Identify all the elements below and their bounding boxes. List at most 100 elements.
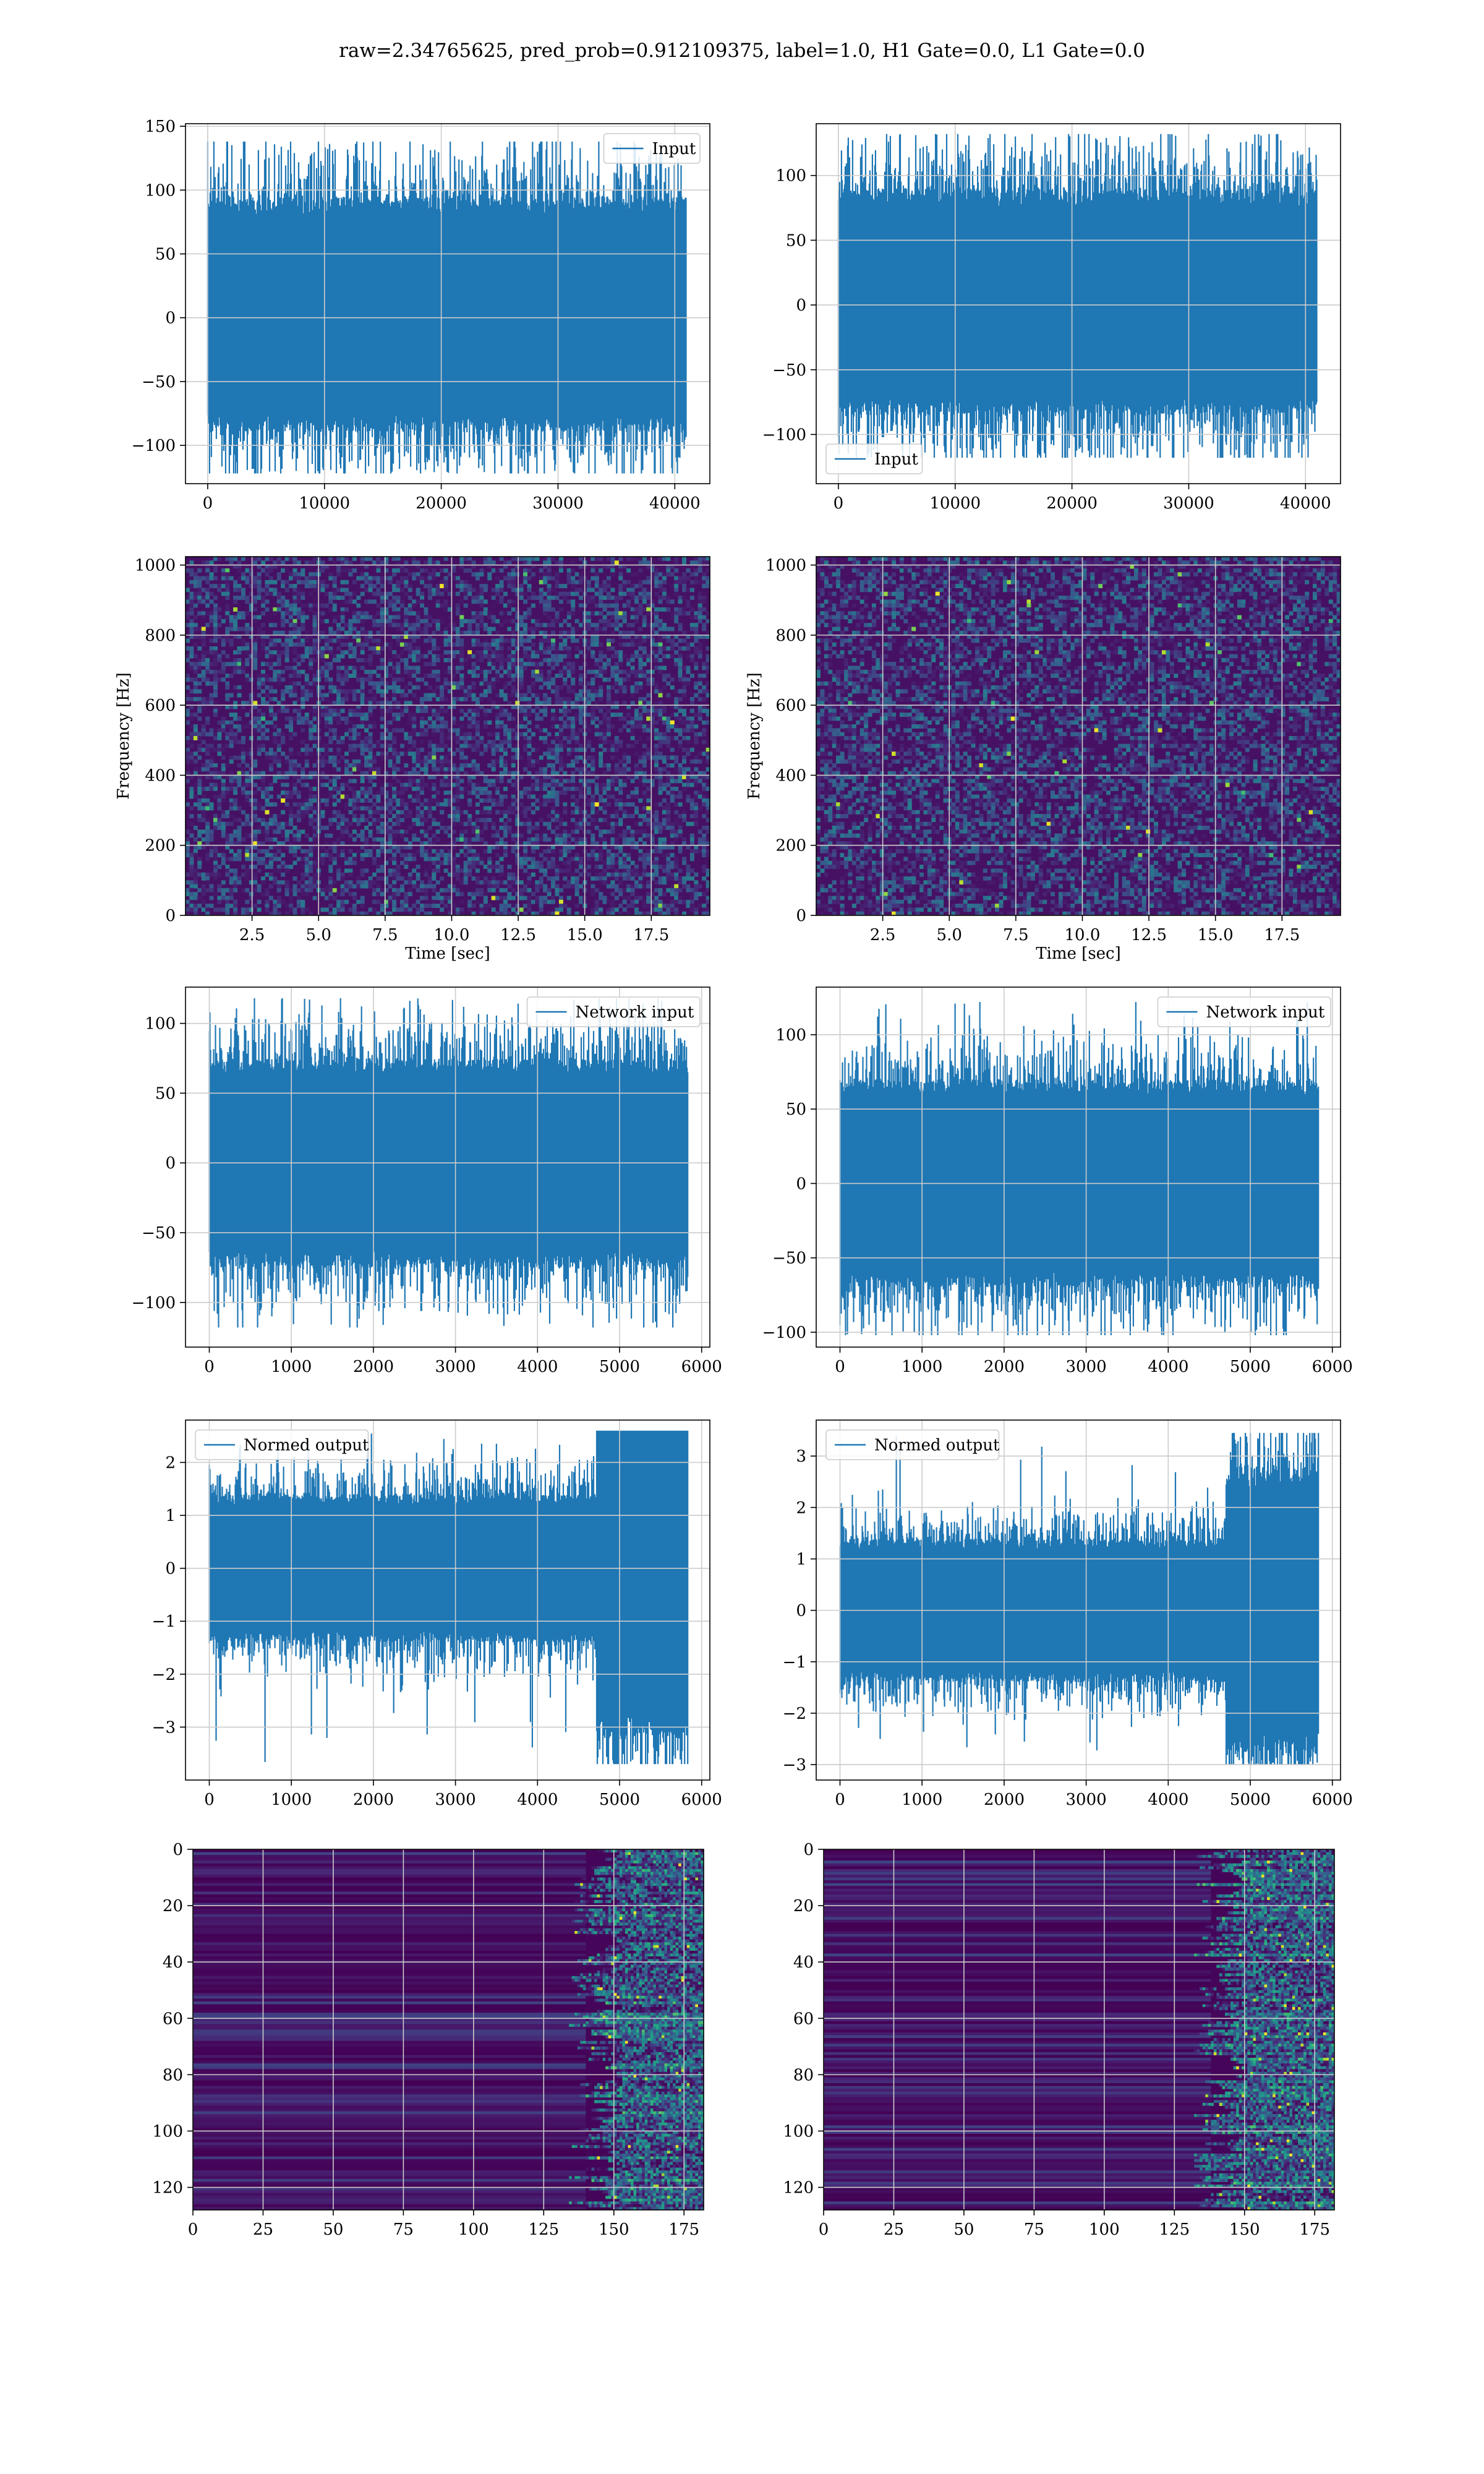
h1-spectrogram-cell <box>591 696 595 701</box>
h1-spectrogram-cell <box>706 669 710 674</box>
h1-spectrogram-cell <box>448 681 453 686</box>
h1-spectrogram-cell <box>304 720 309 725</box>
h1-spectrogram-cell <box>289 767 294 772</box>
h1-spectrogram-cell <box>614 618 619 623</box>
h1-spectrogram-cell <box>320 611 325 616</box>
h1-spectrogram-cell <box>336 646 341 651</box>
h1-spectrogram-cell <box>558 763 563 768</box>
h1-spectrogram-cell <box>253 615 258 620</box>
h1-spectrogram-cell <box>558 696 563 701</box>
h1-spectrogram-cell <box>257 635 262 639</box>
h1-spectrogram-cell <box>503 638 508 643</box>
h1-spectrogram-cell <box>221 826 226 830</box>
h1-spectrogram-cell <box>249 751 254 756</box>
h1-spectrogram-cell <box>221 763 226 768</box>
h1-spectrogram-cell <box>197 635 202 639</box>
h1-spectrogram-cell <box>579 650 584 655</box>
h1-spectrogram-cell <box>328 635 333 639</box>
h1-spectrogram-cell <box>555 802 560 807</box>
h1-spectrogram-cell <box>364 806 369 811</box>
h1-spectrogram-cell <box>467 763 472 768</box>
h1-spectrogram-cell <box>599 611 603 616</box>
h1-spectrogram-cell <box>547 568 552 573</box>
h1-spectrogram-cell <box>638 607 643 612</box>
h1-spectrogram-cell <box>257 674 262 678</box>
h1-spectrogram-cell <box>491 759 496 764</box>
h1-spectrogram-cell <box>467 775 472 779</box>
h1-spectrogram-cell <box>487 790 492 795</box>
h1-spectrogram-cell <box>610 638 615 643</box>
h1-spectrogram-cell <box>586 611 591 616</box>
l1-input-ytick-label: 50 <box>786 231 806 250</box>
h1-spectrogram-cell <box>301 638 305 643</box>
h1-spectrogram-cell <box>448 732 453 737</box>
h1-spectrogram-cell <box>479 588 484 593</box>
h1-spectrogram-cell <box>455 798 460 803</box>
h1-spectrogram-cell <box>483 810 488 815</box>
h1-spectrogram-cell <box>555 724 560 729</box>
h1-spectrogram-cell <box>356 790 361 795</box>
h1-spectrogram-cell <box>332 654 337 659</box>
h1-spectrogram-cell <box>614 775 619 779</box>
h1-spectrogram-cell <box>273 560 278 565</box>
h1-spectrogram-cell <box>205 591 210 596</box>
h1-spectrogram-cell <box>257 802 262 807</box>
h1-spectrogram-cell <box>531 802 535 807</box>
h1-spectrogram-cell <box>666 635 671 639</box>
h1-spectrogram-cell <box>324 618 329 623</box>
h1-spectrogram-cell <box>404 607 409 612</box>
h1-spectrogram-cell <box>257 713 262 717</box>
h1-spectrogram-cell <box>376 646 381 651</box>
h1-spectrogram-cell <box>483 743 488 748</box>
h1-spectrogram-cell <box>384 720 389 725</box>
h1-spectrogram-cell <box>352 693 357 698</box>
h1-spectrogram-cell <box>440 732 445 737</box>
h1-spectrogram-cell <box>225 821 230 826</box>
h1-spectrogram-cell <box>229 642 234 647</box>
h1-spectrogram-cell <box>475 572 480 577</box>
h1-spectrogram-cell <box>571 818 576 823</box>
h1-spectrogram-cell <box>213 584 218 589</box>
h1-spectrogram-cell <box>273 623 278 628</box>
h1-spectrogram-cell <box>440 736 445 740</box>
h1-spectrogram-cell <box>352 747 357 752</box>
h1-spectrogram-cell <box>662 798 667 803</box>
h1-spectrogram-cell <box>646 693 651 698</box>
h1-spectrogram-cell <box>245 751 250 756</box>
h1-spectrogram-cell <box>404 618 409 623</box>
h1-spectrogram-cell <box>586 599 591 604</box>
h1-spectrogram-cell <box>527 611 532 616</box>
h1-spectrogram-cell <box>634 615 639 620</box>
h1-spectrogram-cell <box>682 607 687 612</box>
h1-spectrogram-cell <box>197 786 202 791</box>
h1-spectrogram-cell <box>646 623 651 628</box>
h1-spectrogram-cell <box>519 821 524 826</box>
h1-spectrogram-cell <box>551 814 556 818</box>
h1-spectrogram-cell <box>471 790 476 795</box>
h1-spectrogram-cell <box>276 759 281 764</box>
h1-spectrogram-cell <box>217 635 222 639</box>
h1-spectrogram-cell <box>602 623 607 628</box>
h1-spectrogram-cell <box>463 696 468 701</box>
h1-spectrogram-cell <box>499 794 504 799</box>
h1-spectrogram-cell <box>622 802 627 807</box>
h1-spectrogram-cell <box>344 623 349 628</box>
h1-spectrogram-cell <box>543 775 548 779</box>
h1-spectrogram-cell <box>312 806 317 811</box>
h1-spectrogram-cell <box>602 763 607 768</box>
h1-spectrogram-cell <box>459 557 464 561</box>
h1-spectrogram-cell <box>249 654 254 659</box>
h1-spectrogram-cell <box>193 572 198 577</box>
h1-spectrogram-cell <box>368 798 373 803</box>
h1-spectrogram-cell <box>503 576 508 581</box>
h1-spectrogram-cell <box>384 701 389 706</box>
h1-spectrogram-cell <box>555 759 560 764</box>
h1-spectrogram-cell <box>459 666 464 670</box>
h1-spectrogram-cell <box>440 584 445 589</box>
h1-spectrogram-cell <box>467 618 472 623</box>
h1-spectrogram-cell <box>352 708 357 713</box>
h1-spectrogram-cell <box>495 759 500 764</box>
h1-spectrogram-cell <box>388 732 393 737</box>
h1-spectrogram-cell <box>606 693 611 698</box>
h1-spectrogram-cell <box>451 576 456 581</box>
